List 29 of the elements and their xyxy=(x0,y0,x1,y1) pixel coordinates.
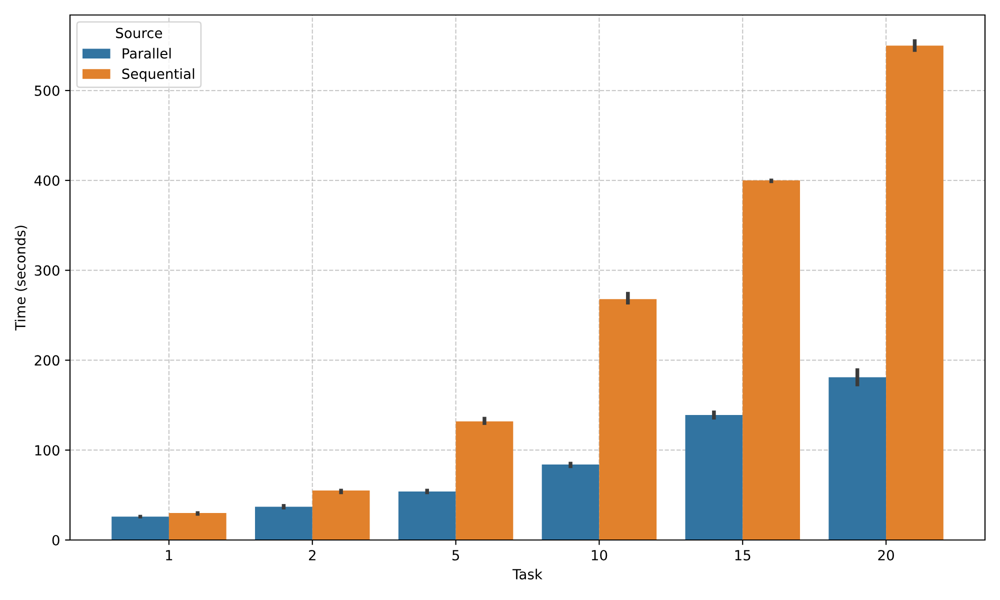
legend-title: Source xyxy=(116,28,162,38)
bar xyxy=(599,299,657,540)
x-axis-title: Task xyxy=(512,568,542,580)
x-tick-label: 20 xyxy=(878,550,894,560)
x-tick-label: 15 xyxy=(735,550,750,560)
x-tick-label: 1 xyxy=(166,550,172,560)
bar xyxy=(456,421,514,540)
x-tick-label: 5 xyxy=(452,550,459,560)
y-tick-label: 500 xyxy=(34,85,60,96)
y-tick-label: 0 xyxy=(52,534,60,546)
bar xyxy=(398,491,456,540)
bar xyxy=(542,464,600,540)
bar xyxy=(886,46,944,540)
bar xyxy=(168,513,226,540)
y-tick-label: 200 xyxy=(34,355,60,366)
bar xyxy=(255,506,312,540)
x-tick-label: 10 xyxy=(592,550,608,560)
y-tick-label: 100 xyxy=(35,445,60,456)
y-tick-label: 400 xyxy=(34,175,60,186)
y-axis-title: Time (seconds) xyxy=(14,226,28,331)
bar xyxy=(312,490,370,540)
x-tick-label: 2 xyxy=(308,550,316,560)
legend-label: Sequential xyxy=(122,68,194,82)
y-tick-label: 300 xyxy=(34,265,60,276)
bar xyxy=(685,415,743,540)
legend-label: Parallel xyxy=(122,48,171,59)
bar xyxy=(828,377,886,540)
bar xyxy=(112,516,169,540)
bar xyxy=(742,180,800,540)
